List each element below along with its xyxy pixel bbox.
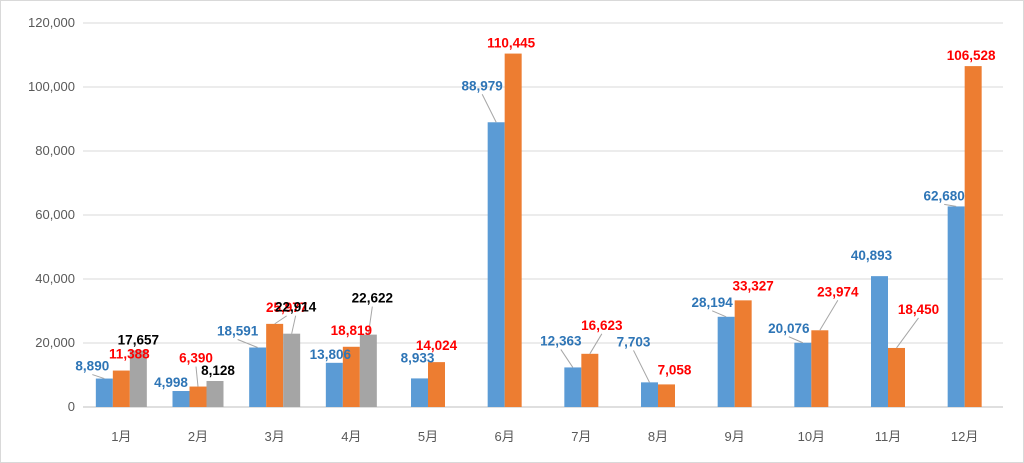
leader-line [481,94,497,123]
bar [411,378,428,407]
data-label: 7,703 [617,334,651,349]
leader-line [560,349,574,368]
bar [794,342,812,407]
bar [266,323,284,407]
data-label: 23,974 [817,284,859,299]
data-label: 12,363 [540,333,582,348]
data-label: 18,450 [898,302,939,317]
bar [249,347,267,407]
leader-line [367,306,373,335]
x-tick-label: 12月 [951,429,978,444]
leader-line [274,315,287,325]
bar [734,300,752,407]
x-tick-label: 7月 [571,429,591,444]
y-tick-label: 120,000 [28,15,75,30]
x-tick-label: 5月 [418,429,438,444]
leader-line [788,336,804,344]
data-label: 110,445 [487,36,536,51]
data-label: 8,933 [401,350,435,365]
leader-line [237,339,258,348]
data-label: 8,890 [75,359,109,374]
bar [95,378,113,407]
bar [428,362,445,407]
y-tick-label: 80,000 [35,143,75,158]
leader-line [819,300,839,331]
bar [658,384,675,407]
data-label: 18,591 [217,324,259,339]
x-tick-label: 1月 [111,429,131,444]
bar [504,53,522,408]
y-tick-label: 60,000 [35,207,75,222]
bar [564,367,582,407]
gridlines [83,22,1003,408]
leader-line [92,374,105,380]
x-tick-label: 11月 [875,429,902,444]
y-axis-ticks: 0 20,000 40,000 60,000 80,000 100,000 120,000 [28,15,75,414]
bar [871,276,888,407]
leader-line [711,310,727,318]
bar [641,382,658,407]
y-tick-label: 40,000 [35,271,75,286]
bar [359,334,377,407]
x-tick-label: 2月 [188,429,208,444]
data-label: 88,979 [462,78,503,93]
bar [172,391,190,407]
data-label: 7,058 [658,362,692,377]
bar [888,347,905,407]
leader-lines [92,94,957,387]
data-label: 6,390 [179,351,213,366]
bar [947,206,965,407]
data-label: 13,806 [310,347,352,362]
leader-line [944,203,957,207]
leader-line [633,350,650,383]
data-label: 40,893 [851,248,893,263]
data-label: 22,914 [275,300,317,315]
leader-line [291,315,297,334]
data-label: 25,977 [266,300,307,315]
data-label: 11,388 [109,347,150,362]
bar [487,122,505,407]
data-label: 14,024 [416,338,458,353]
data-label: 106,528 [947,48,996,63]
x-tick-label: 9月 [725,429,745,444]
bar [325,362,343,407]
data-label: 18,819 [331,323,372,338]
leader-line [589,333,603,355]
bar [717,316,735,407]
data-label: 16,623 [581,318,623,333]
data-label: 28,194 [692,295,734,310]
bar [112,370,130,407]
bar [206,380,224,407]
x-tick-label: 4月 [341,429,361,444]
bar [342,346,360,407]
bar [811,330,829,407]
leader-line [195,366,199,387]
bar [964,66,982,407]
data-label: 22,622 [352,291,393,306]
y-tick-label: 20,000 [35,335,75,350]
y-tick-label: 100,000 [28,79,75,94]
data-label: 33,327 [733,278,774,293]
x-axis-ticks: 1月 2月 3月 4月 5月 6月 7月 8月 9月 10月 11月 12月 [111,429,978,444]
data-label: 17,657 [118,332,159,347]
x-tick-label: 8月 [648,429,668,444]
y-tick-label: 0 [68,399,75,414]
bar [129,350,147,407]
bar [581,353,599,407]
x-tick-label: 6月 [495,429,515,444]
x-tick-label: 3月 [265,429,285,444]
leader-line [896,317,919,349]
bar [189,386,207,407]
data-label: 20,076 [768,321,810,336]
data-label: 4,998 [154,375,188,390]
bar [283,333,301,407]
data-label: 62,680 [924,188,965,203]
data-label: 8,128 [201,363,235,378]
bars [95,53,982,408]
x-tick-label: 10月 [798,429,825,444]
